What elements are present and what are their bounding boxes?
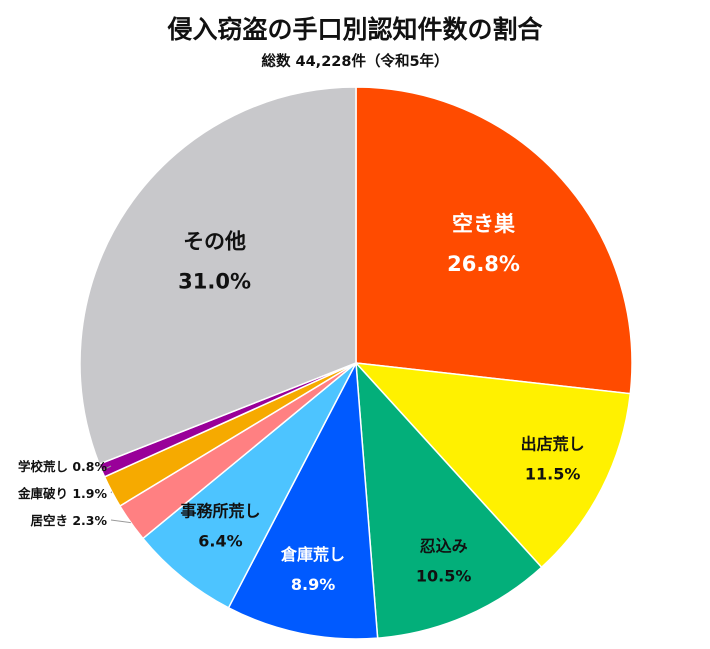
slice-value-label: 11.5% <box>525 464 581 483</box>
pie-slice-1 <box>355 86 633 395</box>
slice-value-label: 6.4% <box>198 531 242 550</box>
slice-value-label: 10.5% <box>416 567 472 586</box>
slice-value-label: 31.0% <box>178 270 251 294</box>
slice-value-label: 26.8% <box>447 252 520 276</box>
pie-slices <box>79 86 633 640</box>
outside-slice-label: 学校荒し 0.8% <box>18 459 107 474</box>
slice-name-label: 事務所荒し <box>180 501 260 520</box>
slice-name-label: 出店荒し <box>521 434 585 453</box>
slice-name-label: その他 <box>183 230 246 254</box>
chart-subtitle: 総数 44,228件（令和5年） <box>261 54 449 70</box>
slice-value-label: 8.9% <box>291 575 335 594</box>
slice-name-label: 倉庫荒し <box>280 545 345 564</box>
pie-slice-9 <box>79 86 357 466</box>
slice-labels: 空き巣 26.8% 出店荒し 11.5% 忍込み 10.5% 倉庫荒し 8.9% 事務所荒し 6.… <box>17 212 585 594</box>
leader-line-居空き <box>110 519 131 524</box>
leader-line-学校荒し <box>101 465 112 471</box>
chart-title: 侵入窃盗の手口別認知件数の割合 <box>167 15 543 44</box>
pie-slice-5 <box>141 362 357 609</box>
slice-name-label: 空き巣 <box>452 212 516 236</box>
leader-lines <box>101 465 131 524</box>
outside-slice-label: 居空き 2.3% <box>30 513 107 528</box>
outside-slice-label: 金庫破り 1.9% <box>17 486 107 501</box>
pie-slice-2 <box>354 362 632 569</box>
pie-slice-3 <box>355 360 543 639</box>
slice-name-label: 忍込み <box>420 537 468 556</box>
leader-line-金庫破り <box>110 491 113 494</box>
pie-slice-4 <box>227 360 379 640</box>
